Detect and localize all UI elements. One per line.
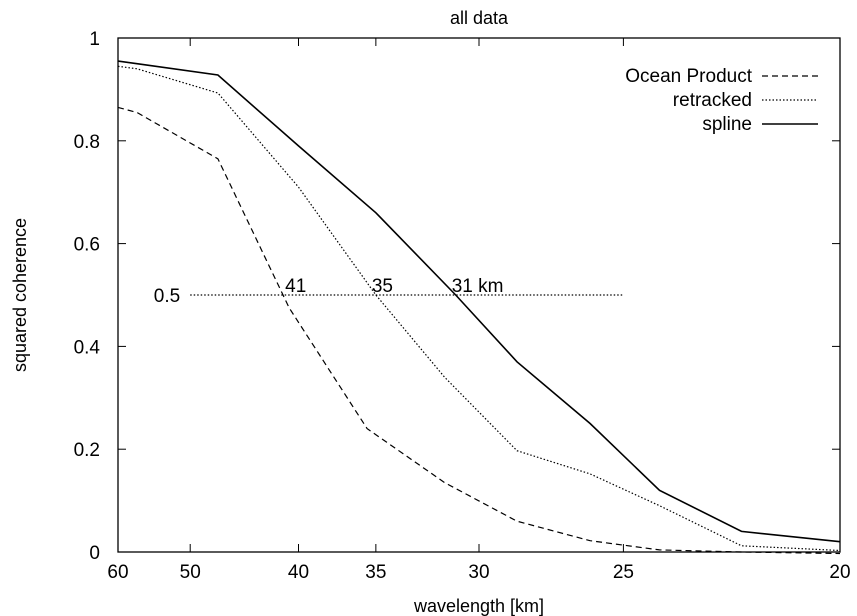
y-tick-label: 0.4 — [74, 337, 101, 358]
x-tick-label: 40 — [288, 562, 309, 583]
crossing-annotation: 35 — [372, 276, 393, 297]
axis-ticks: 60 50 40 35 30 25 20 0 0.2 0.4 0.6 0.8 1 — [74, 29, 851, 583]
y-tick-label: 0.2 — [74, 440, 100, 461]
series-group — [117, 60, 841, 555]
crossing-annotation: 41 — [285, 276, 306, 297]
reference-line-label: 0.5 — [154, 286, 180, 307]
y-tick-label: 1 — [89, 29, 100, 50]
y-axis-label: squared coherence — [10, 218, 30, 372]
y-tick-label: 0 — [89, 543, 100, 564]
y-tick-label: 0.6 — [74, 235, 100, 256]
x-tick-label: 20 — [829, 562, 850, 583]
x-tick-label: 50 — [180, 562, 201, 583]
legend: Ocean Product retracked spline — [625, 66, 818, 135]
x-tick-label: 25 — [613, 562, 634, 583]
crossing-annotation: 31 km — [452, 276, 504, 297]
legend-label: spline — [702, 114, 752, 135]
chart-title: all data — [450, 8, 509, 28]
legend-label: Ocean Product — [625, 66, 752, 87]
y-tick-label: 0.8 — [74, 132, 100, 153]
reference-group: 0.5 41 35 31 km — [154, 276, 624, 307]
x-tick-label: 60 — [107, 562, 128, 583]
legend-label: retracked — [673, 90, 752, 111]
series-line-ocean-product — [117, 106, 841, 555]
series-line-spline — [117, 60, 841, 543]
x-axis-label: wavelength [km] — [413, 596, 544, 616]
series-line-retracked — [117, 65, 841, 552]
x-tick-label: 35 — [365, 562, 386, 583]
x-tick-label: 30 — [468, 562, 489, 583]
